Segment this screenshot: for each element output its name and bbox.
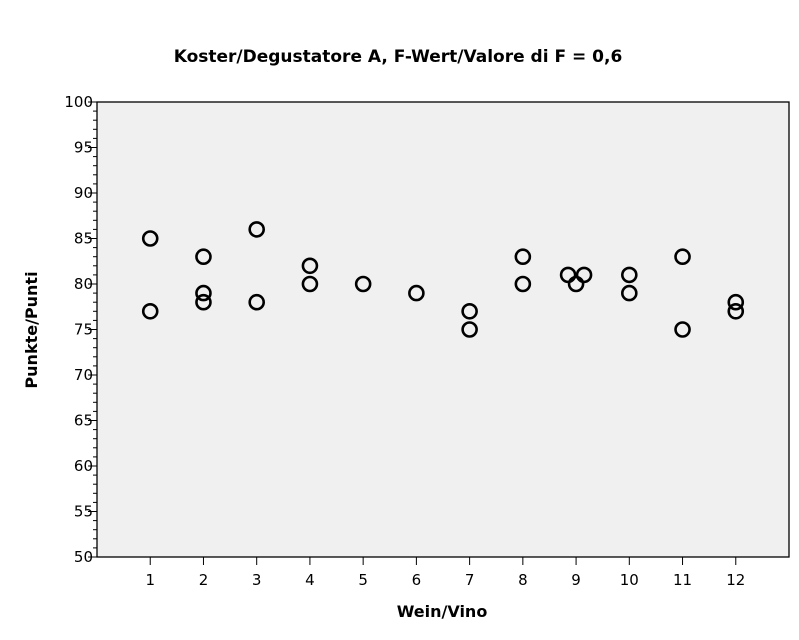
y-tick-label: 90	[74, 184, 93, 202]
data-point	[727, 302, 745, 320]
x-tick-label: 8	[518, 571, 528, 589]
plot-area	[96, 101, 790, 558]
x-axis-label: Wein/Vino	[397, 602, 488, 621]
data-point	[248, 293, 265, 311]
x-tick-label: 6	[412, 571, 422, 589]
data-point	[195, 293, 212, 311]
data-point	[195, 284, 212, 302]
x-tick-label: 5	[358, 571, 368, 589]
data-point	[248, 221, 265, 238]
x-tick-label: 4	[305, 571, 315, 589]
x-tick-label: 11	[673, 571, 692, 589]
y-tick-label: 65	[74, 412, 93, 430]
y-tick-label: 75	[74, 321, 93, 339]
data-point	[567, 275, 585, 293]
y-tick-label: 85	[74, 230, 93, 248]
data-point	[141, 230, 159, 247]
data-point	[621, 266, 638, 284]
x-tick-label: 9	[571, 571, 581, 589]
data-point	[461, 321, 478, 338]
data-point	[514, 275, 532, 293]
data-point	[674, 321, 691, 338]
y-tick-label: 55	[74, 503, 93, 521]
data-point	[141, 302, 159, 320]
data-point	[461, 302, 478, 320]
x-tick-label: 10	[620, 571, 639, 589]
data-point	[727, 293, 745, 311]
x-tick-label: 7	[465, 571, 475, 589]
x-tick-label: 2	[199, 571, 209, 589]
data-point	[514, 248, 532, 266]
x-tick-label: 1	[145, 571, 155, 589]
x-tick-label: 3	[252, 571, 262, 589]
y-axis-label: Punkte/Punti	[22, 271, 41, 388]
x-axis: 1 2 3 4 5 6 7 8 9 10 11 12	[145, 557, 745, 589]
data-point	[301, 257, 319, 275]
y-tick-label: 100	[64, 93, 93, 111]
y-tick-label: 95	[74, 139, 93, 157]
data-point	[621, 284, 638, 302]
data-point	[674, 248, 691, 266]
data-point	[301, 275, 319, 293]
y-tick-label: 70	[74, 366, 93, 384]
y-tick-label: 50	[74, 548, 93, 566]
x-tick-label: 12	[726, 571, 745, 589]
data-point	[354, 275, 372, 293]
data-point	[408, 284, 425, 302]
y-axis: 50 55 60 65 70 75 80 85 90 95 100	[64, 93, 97, 566]
y-tick-label: 60	[74, 457, 93, 475]
chart-title: Koster/Degustatore A, F-Wert/Valore di F…	[174, 47, 623, 67]
data-points	[141, 221, 745, 338]
data-point	[195, 248, 212, 266]
y-tick-label: 80	[74, 275, 93, 293]
